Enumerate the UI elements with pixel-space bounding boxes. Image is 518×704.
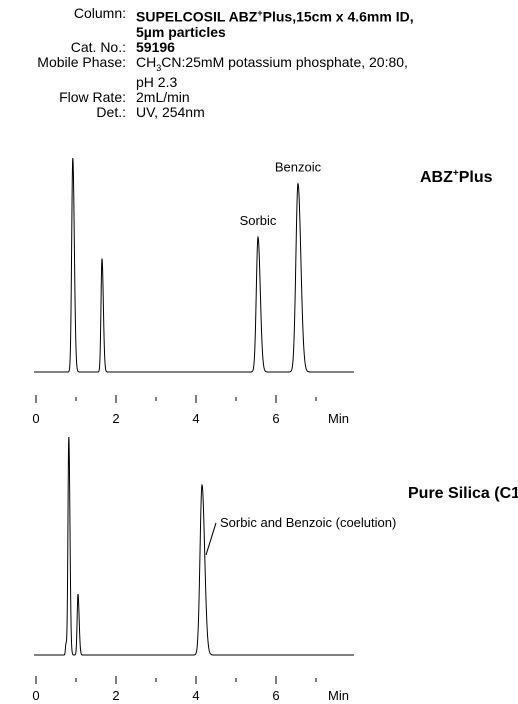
cat-label: Cat. No.: <box>70 38 126 55</box>
det-value: UV, 254nm <box>136 104 205 121</box>
cat-value: 59196 <box>136 38 175 55</box>
mobile-row: Mobile Phase: CH3CN:25mM potassium phosp… <box>0 53 518 76</box>
method-conditions: Column: SUPELCOSIL ABZ+Plus,15cm x 4.6mm… <box>0 6 518 120</box>
column-dimensions: Plus,15cm x 4.6mm ID, <box>262 8 414 25</box>
column-row: Column: SUPELCOSIL ABZ+Plus,15cm x 4.6mm… <box>0 6 518 25</box>
flow-row: Flow Rate: 2mL/min <box>0 90 518 105</box>
annotation-leader <box>205 522 217 556</box>
x-tick-label: 4 <box>192 411 199 426</box>
peak-label: Sorbic and Benzoic (coelution) <box>220 515 396 530</box>
column-row-2: 5µm particles <box>0 23 518 40</box>
x-axis-label: Min <box>328 411 349 426</box>
chromatogram-trace-1 <box>34 157 354 373</box>
peak-label: Benzoic <box>275 160 322 175</box>
column-name: SUPELCOSIL ABZ <box>136 8 258 25</box>
mobile-row-2: pH 2.3 <box>0 75 518 90</box>
column-particles: 5µm particles <box>136 23 226 40</box>
mobile-rest: CN:25mM potassium phosphate, 20:80, <box>161 53 408 70</box>
mobile-ch: CH <box>136 53 157 70</box>
x-tick-label: 2 <box>112 411 119 426</box>
column-label: Column: <box>73 5 126 21</box>
chromatogram-trace-2 <box>34 436 354 656</box>
column-name-sup: + <box>257 8 263 18</box>
x-tick-label: 6 <box>272 688 279 703</box>
mobile-sub: 3 <box>156 62 162 73</box>
chart-title-1: ABZ+Plus <box>420 168 493 186</box>
x-axis-label: Min <box>328 688 349 703</box>
mobile-ph: pH 2.3 <box>136 74 178 91</box>
x-tick-label: 6 <box>272 411 279 426</box>
peak-label: Sorbic <box>240 213 277 228</box>
mobile-label: Mobile Phase: <box>37 53 126 70</box>
x-tick-label: 0 <box>32 688 39 703</box>
flow-label: Flow Rate: <box>59 89 126 106</box>
chart-title-2: Pure Silica (C18) <box>408 485 518 502</box>
x-tick-label: 0 <box>32 411 39 426</box>
flow-value: 2mL/min <box>136 89 190 106</box>
x-tick-label: 2 <box>112 688 119 703</box>
column-value: SUPELCOSIL ABZ+Plus,15cm x 4.6mm ID, <box>136 6 508 25</box>
cat-row: Cat. No.: 59196 <box>0 38 518 55</box>
mobile-value: CH3CN:25mM potassium phosphate, 20:80, <box>136 53 508 76</box>
det-row: Det.: UV, 254nm <box>0 105 518 120</box>
x-tick-label: 4 <box>192 688 199 703</box>
det-label: Det.: <box>96 104 126 121</box>
